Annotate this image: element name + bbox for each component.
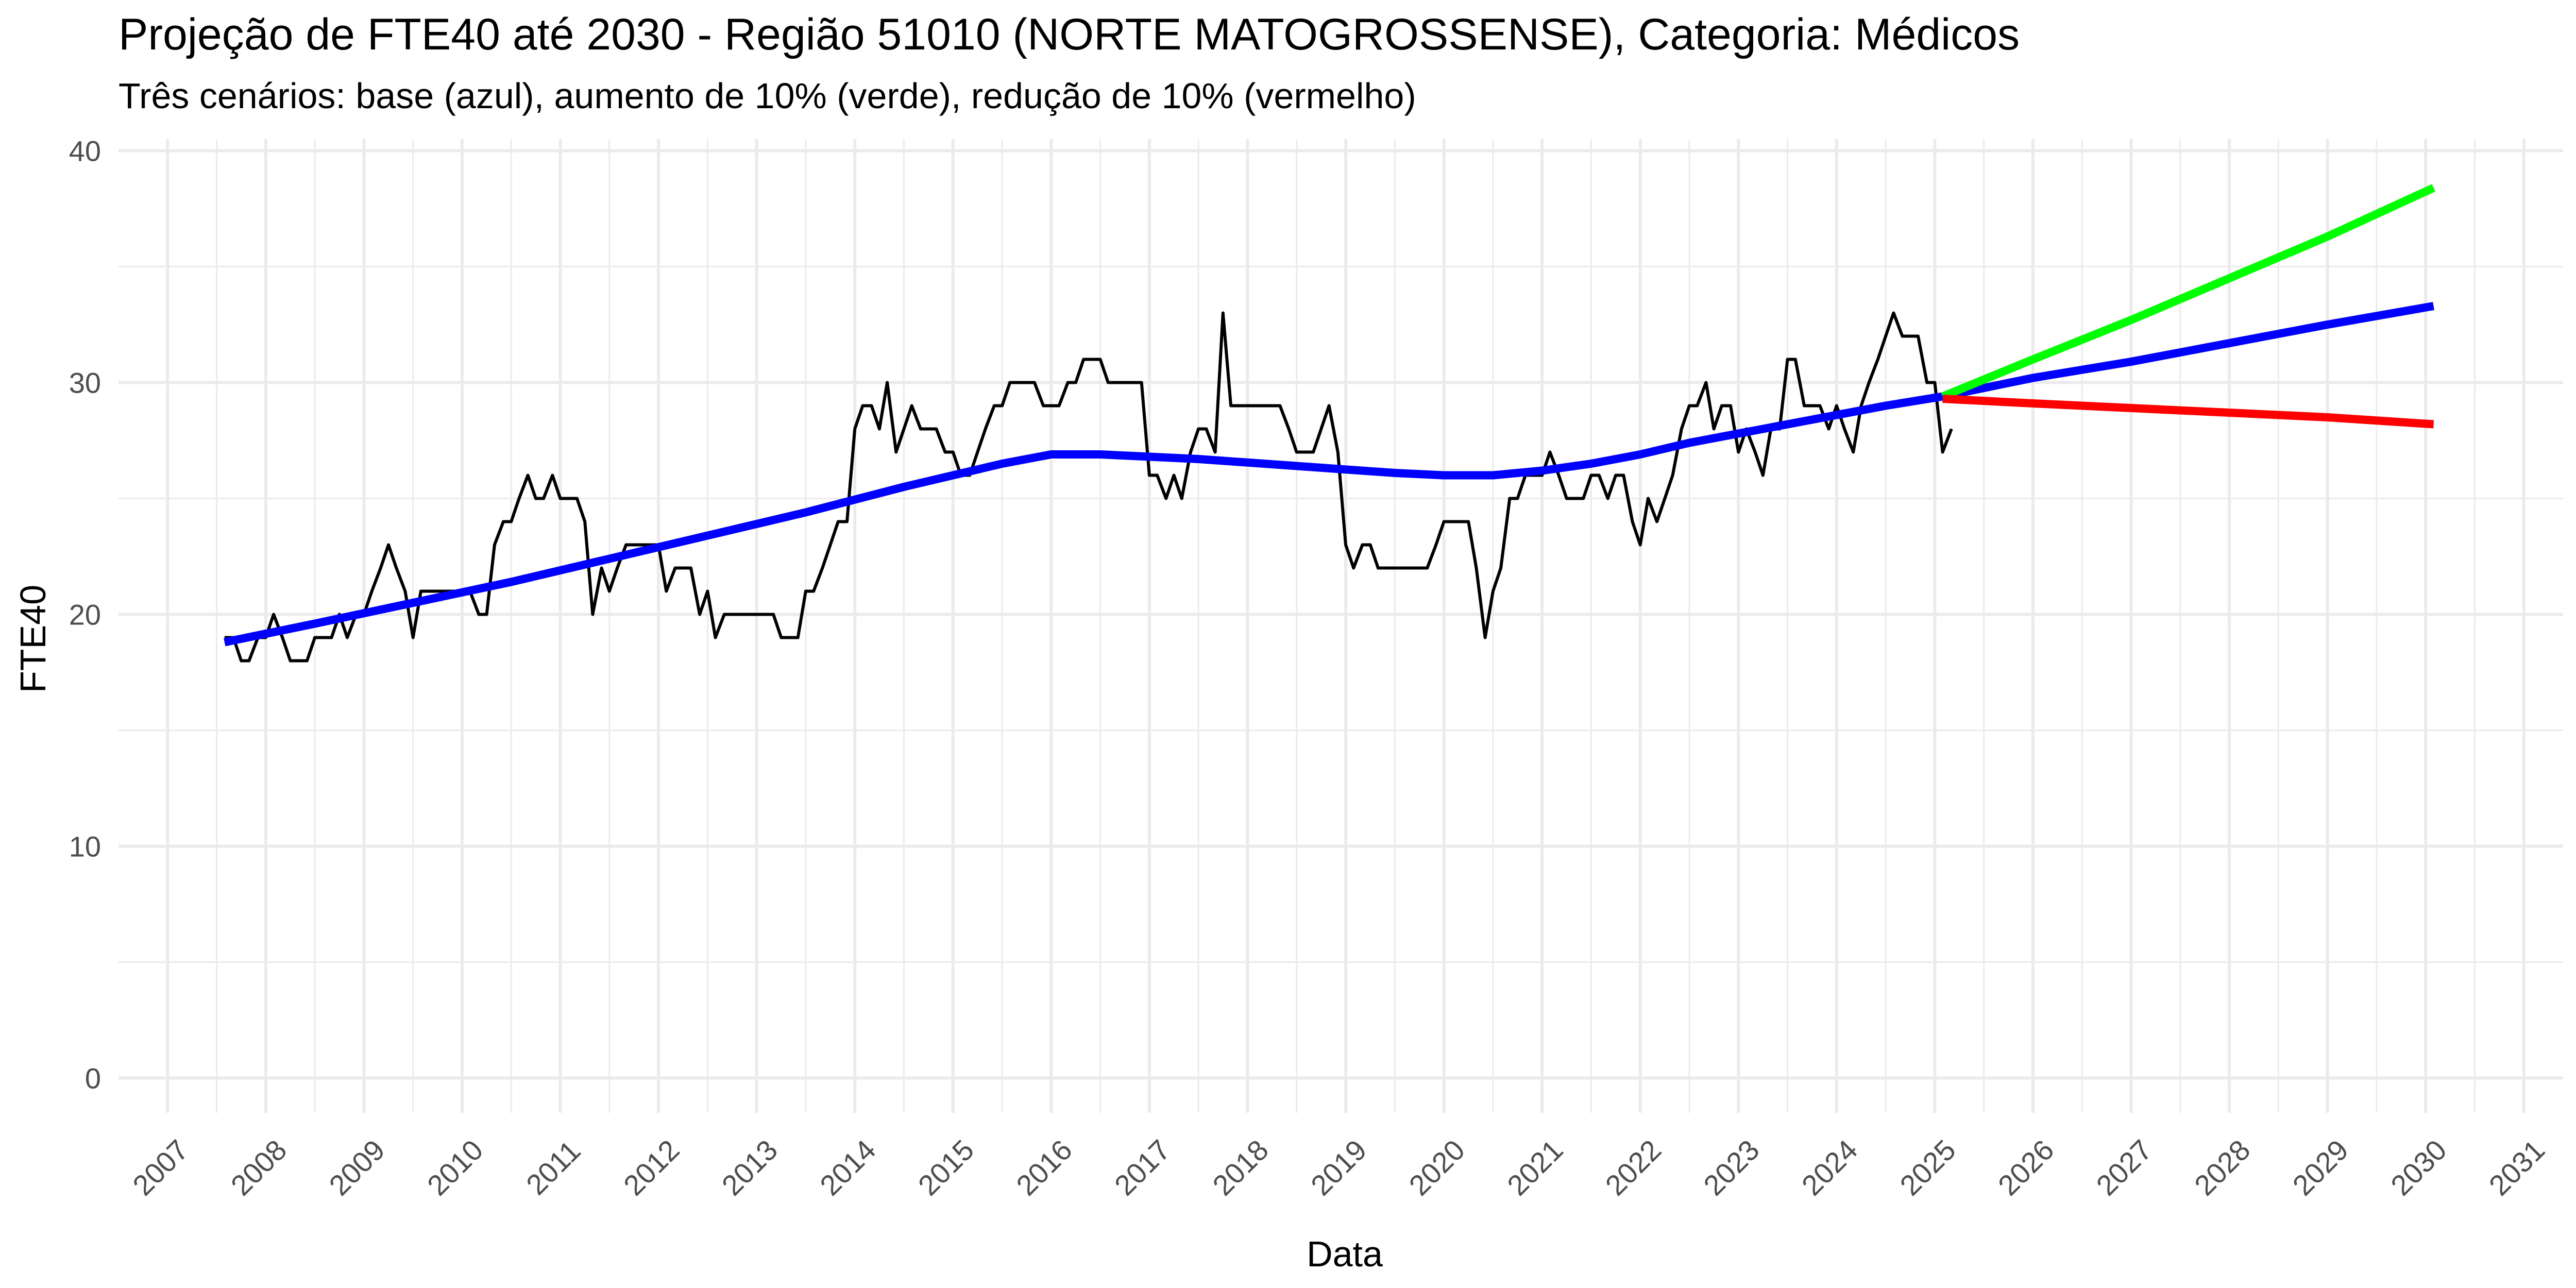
x-tick-label: 2018 [1206, 1133, 1275, 1202]
increase-10-scenario-line [1941, 184, 2435, 400]
x-axis-title: Data [1307, 1234, 1383, 1274]
x-tick-label: 2009 [323, 1133, 391, 1202]
x-tick-label: 2007 [126, 1133, 195, 1202]
x-tick-label: 2031 [2483, 1133, 2551, 1202]
x-tick-label: 2011 [520, 1134, 587, 1201]
x-tick-label: 2014 [814, 1133, 882, 1202]
x-tick-label: 2020 [1402, 1133, 1471, 1202]
x-tick-label: 2024 [1795, 1133, 1864, 1202]
x-tick-label: 2008 [225, 1133, 293, 1202]
x-tick-label: 2026 [1992, 1133, 2060, 1202]
y-axis-title: FTE40 [13, 585, 53, 693]
major-gridlines [118, 139, 2563, 1113]
chart-subtitle: Três cenários: base (azul), aumento de 1… [118, 76, 1416, 116]
x-tick-label: 2023 [1697, 1133, 1766, 1202]
x-tick-label: 2010 [421, 1133, 489, 1202]
y-tick-label: 30 [69, 367, 101, 399]
x-tick-label: 2019 [1304, 1133, 1373, 1202]
observed-fte40-line [224, 311, 1953, 663]
x-tick-label: 2015 [912, 1133, 980, 1202]
x-tick-label: 2030 [2384, 1133, 2453, 1202]
y-axis-tick-labels: 0 10 20 30 40 [69, 135, 101, 1095]
x-tick-label: 2022 [1599, 1133, 1668, 1202]
y-tick-label: 20 [69, 599, 101, 631]
x-tick-label: 2016 [1010, 1133, 1078, 1202]
x-tick-label: 2012 [617, 1133, 686, 1202]
x-tick-label: 2017 [1108, 1133, 1177, 1202]
x-tick-label: 2029 [2286, 1133, 2355, 1202]
x-tick-label: 2021 [1501, 1133, 1569, 1202]
series-lines [224, 184, 2435, 663]
decrease-10-scenario-line [1942, 395, 2434, 429]
y-tick-label: 0 [85, 1062, 101, 1095]
x-tick-label: 2025 [1893, 1133, 1962, 1202]
y-tick-label: 10 [69, 831, 101, 863]
x-tick-label: 2028 [2188, 1133, 2257, 1202]
chart-title: Projeção de FTE40 até 2030 - Região 5101… [118, 10, 2020, 59]
base-scenario-line [224, 302, 2434, 647]
minor-gridlines [118, 139, 2563, 1113]
x-tick-label: 2027 [2090, 1133, 2158, 1202]
y-tick-label: 40 [69, 135, 101, 167]
x-tick-label: 2013 [716, 1133, 784, 1202]
x-axis-tick-labels: 2007 2008 2009 2010 2011 2012 2013 2014 2015 2016… [126, 1133, 2551, 1202]
